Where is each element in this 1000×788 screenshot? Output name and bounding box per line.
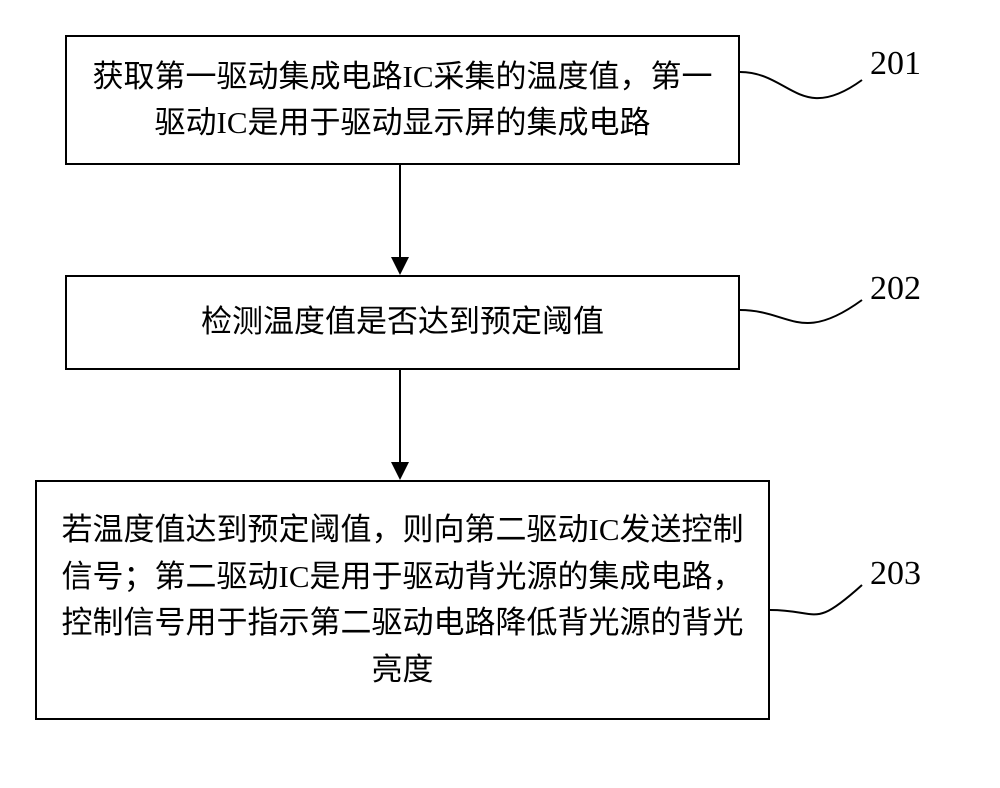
arrow-1-line: [399, 165, 401, 257]
arrow-2-head: [391, 462, 409, 480]
arrow-2-line: [399, 370, 401, 462]
step-label-201: 201: [870, 45, 921, 83]
arrow-1-head: [391, 257, 409, 275]
flow-step-2: 检测温度值是否达到预定阈值: [65, 275, 740, 370]
flow-step-1-text: 获取第一驱动集成电路IC采集的温度值，第一驱动IC是用于驱动显示屏的集成电路: [87, 54, 718, 147]
flow-step-2-text: 检测温度值是否达到预定阈值: [201, 299, 604, 346]
step-label-203: 203: [870, 555, 921, 593]
flow-step-1: 获取第一驱动集成电路IC采集的温度值，第一驱动IC是用于驱动显示屏的集成电路: [65, 35, 740, 165]
flow-step-3-text: 若温度值达到预定阈值，则向第二驱动IC发送控制信号；第二驱动IC是用于驱动背光源…: [57, 507, 748, 693]
step-label-202: 202: [870, 270, 921, 308]
flow-step-3: 若温度值达到预定阈值，则向第二驱动IC发送控制信号；第二驱动IC是用于驱动背光源…: [35, 480, 770, 720]
